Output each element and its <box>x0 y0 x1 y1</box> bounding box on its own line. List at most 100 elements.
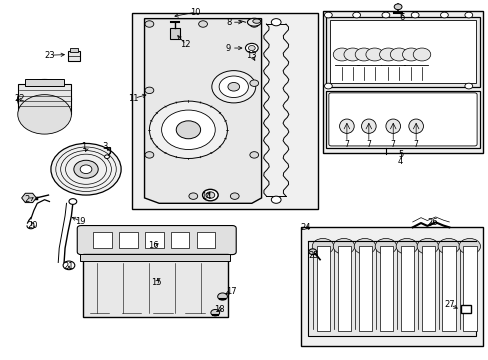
Circle shape <box>312 238 333 254</box>
Text: 23: 23 <box>44 51 55 60</box>
Text: 15: 15 <box>151 278 161 287</box>
Circle shape <box>145 21 154 27</box>
Text: 13: 13 <box>245 51 256 60</box>
Circle shape <box>308 249 316 255</box>
Circle shape <box>149 101 227 158</box>
Circle shape <box>211 71 255 103</box>
FancyBboxPatch shape <box>322 12 483 153</box>
Circle shape <box>464 83 472 89</box>
FancyBboxPatch shape <box>442 246 455 330</box>
Circle shape <box>145 87 154 94</box>
FancyBboxPatch shape <box>421 246 434 330</box>
Circle shape <box>332 48 350 61</box>
FancyBboxPatch shape <box>80 253 230 261</box>
FancyBboxPatch shape <box>93 232 112 248</box>
FancyBboxPatch shape <box>82 254 227 317</box>
FancyBboxPatch shape <box>18 84 71 114</box>
Circle shape <box>161 110 215 149</box>
Text: 10: 10 <box>189 8 200 17</box>
Ellipse shape <box>361 119 375 134</box>
Text: 17: 17 <box>225 287 236 296</box>
Circle shape <box>249 80 258 86</box>
FancyBboxPatch shape <box>300 227 483 346</box>
FancyBboxPatch shape <box>337 246 350 330</box>
Circle shape <box>379 48 396 61</box>
Text: 27: 27 <box>444 300 454 309</box>
Circle shape <box>343 48 361 61</box>
FancyBboxPatch shape <box>358 246 371 330</box>
Circle shape <box>410 12 418 18</box>
Ellipse shape <box>408 119 423 134</box>
Circle shape <box>74 160 98 178</box>
FancyBboxPatch shape <box>316 246 330 330</box>
Ellipse shape <box>247 18 261 26</box>
Text: 22: 22 <box>15 94 25 103</box>
Circle shape <box>352 12 360 18</box>
FancyBboxPatch shape <box>379 246 392 330</box>
Text: 7: 7 <box>366 140 370 149</box>
Circle shape <box>80 165 92 174</box>
Circle shape <box>198 21 207 27</box>
Text: 7: 7 <box>413 140 418 149</box>
Text: 6: 6 <box>399 13 404 22</box>
FancyBboxPatch shape <box>170 232 189 248</box>
Text: 26: 26 <box>427 218 437 227</box>
FancyBboxPatch shape <box>77 226 236 255</box>
Circle shape <box>440 12 447 18</box>
Circle shape <box>395 238 417 254</box>
Text: 14: 14 <box>201 192 212 201</box>
Circle shape <box>245 43 258 53</box>
Circle shape <box>248 45 255 50</box>
Circle shape <box>365 48 383 61</box>
Circle shape <box>217 293 227 300</box>
Circle shape <box>271 19 281 26</box>
Circle shape <box>416 238 438 254</box>
Circle shape <box>354 48 372 61</box>
Circle shape <box>145 152 154 158</box>
FancyBboxPatch shape <box>400 246 413 330</box>
Circle shape <box>51 143 121 195</box>
FancyBboxPatch shape <box>25 79 64 86</box>
Text: 9: 9 <box>225 44 231 53</box>
FancyBboxPatch shape <box>328 93 476 146</box>
Circle shape <box>210 310 219 316</box>
Text: 11: 11 <box>128 94 139 103</box>
Circle shape <box>324 12 331 18</box>
Circle shape <box>249 21 258 27</box>
FancyBboxPatch shape <box>326 91 479 148</box>
Text: 3: 3 <box>102 142 107 151</box>
Circle shape <box>393 4 401 10</box>
Circle shape <box>374 238 396 254</box>
Circle shape <box>389 48 407 61</box>
FancyBboxPatch shape <box>68 51 80 61</box>
FancyBboxPatch shape <box>326 17 479 87</box>
Ellipse shape <box>252 19 260 23</box>
Circle shape <box>219 76 248 98</box>
Circle shape <box>230 193 239 199</box>
Circle shape <box>18 95 71 134</box>
FancyBboxPatch shape <box>145 232 163 248</box>
Circle shape <box>324 83 331 89</box>
FancyBboxPatch shape <box>170 28 180 40</box>
Text: 4: 4 <box>397 157 402 166</box>
Polygon shape <box>144 19 261 203</box>
Text: 1: 1 <box>81 142 86 151</box>
Circle shape <box>63 261 75 270</box>
Text: 5: 5 <box>397 150 402 159</box>
Text: 12: 12 <box>180 40 190 49</box>
Text: 21: 21 <box>63 262 74 271</box>
Circle shape <box>188 193 197 199</box>
Text: 18: 18 <box>214 305 224 314</box>
Circle shape <box>437 238 459 254</box>
Circle shape <box>464 12 472 18</box>
FancyBboxPatch shape <box>70 48 78 51</box>
Circle shape <box>353 238 375 254</box>
Ellipse shape <box>339 119 353 134</box>
Text: 20: 20 <box>27 221 38 230</box>
Text: 2: 2 <box>24 195 29 204</box>
FancyBboxPatch shape <box>132 13 317 209</box>
FancyBboxPatch shape <box>196 232 215 248</box>
Circle shape <box>271 196 281 203</box>
Circle shape <box>458 238 480 254</box>
Circle shape <box>104 155 109 158</box>
